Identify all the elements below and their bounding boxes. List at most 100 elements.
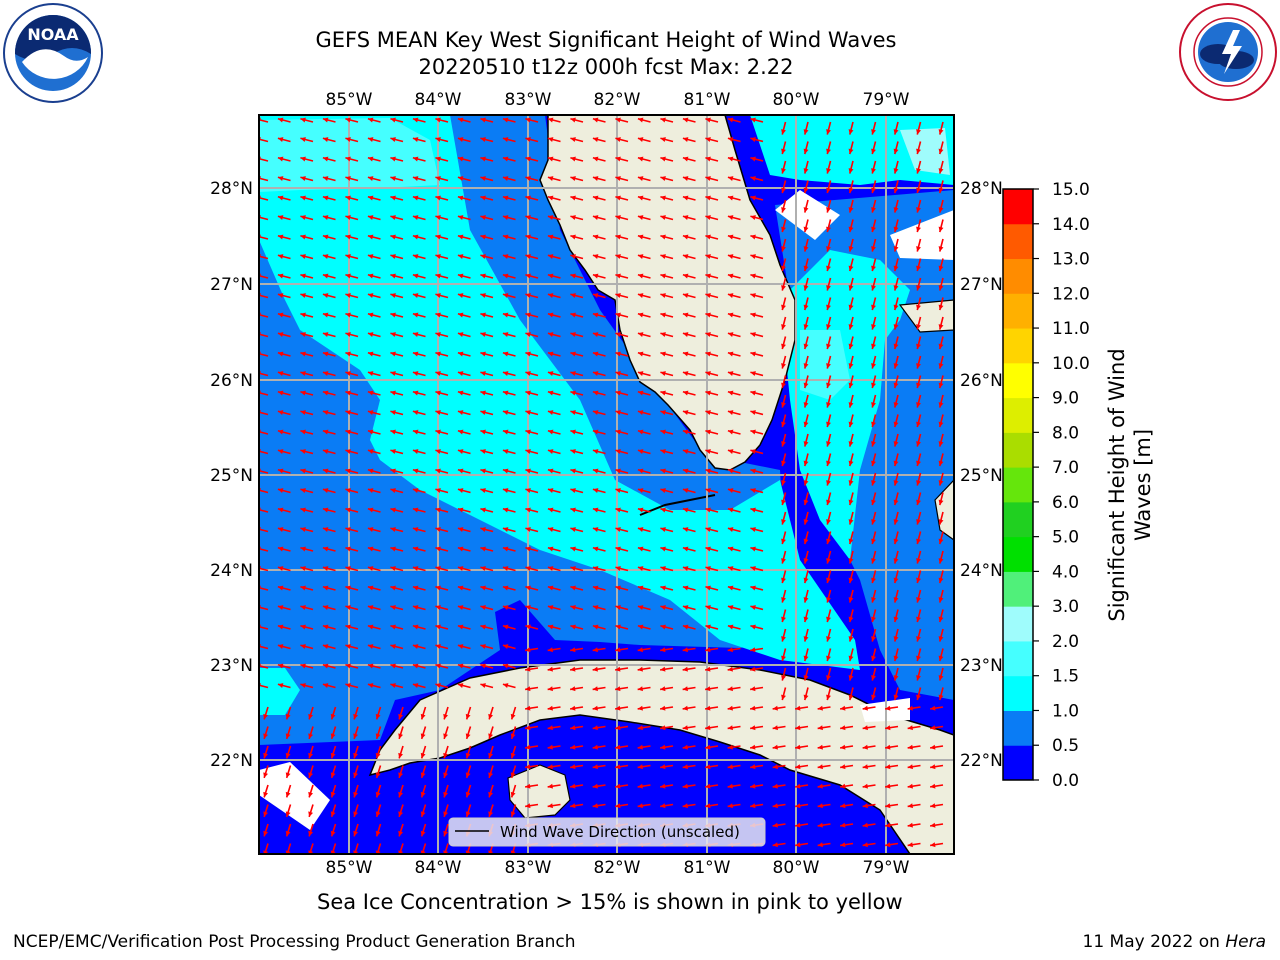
wave-arrow-head (907, 822, 913, 828)
wave-arrow-head (277, 527, 284, 532)
colorbar-tick-label: 2.0 (1052, 632, 1079, 652)
wave-arrow-head (570, 803, 576, 809)
wave-arrow-head (322, 332, 329, 337)
wave-arrow-head (781, 168, 786, 174)
wave-arrow-head (592, 254, 599, 259)
wave-arrow-head (263, 811, 269, 817)
wave-arrow-head (547, 725, 553, 731)
wave-arrow-head (781, 480, 786, 486)
wave-arrow-head (727, 468, 734, 474)
wave-arrow-head (592, 764, 598, 770)
wave-arrow-head (502, 351, 509, 357)
wave-arrow (259, 645, 269, 650)
wave-arrow-head (345, 195, 351, 201)
wave-arrow-head (525, 647, 531, 653)
wave-arrow-head (390, 429, 396, 435)
wave-arrow-head (322, 215, 329, 220)
wave-arrow-head (398, 830, 404, 837)
wave-arrow-head (285, 713, 291, 720)
wave-arrow-head (457, 605, 464, 610)
lon-label-top: 79°W (863, 90, 910, 110)
wave-arrow-head (457, 117, 464, 123)
wave-arrow-head (727, 351, 734, 357)
wave-arrow-head (682, 764, 688, 770)
wave-arrow-head (525, 195, 531, 201)
wave-arrow-head (660, 351, 666, 357)
wave-arrow-head (930, 725, 936, 731)
wave-arrow-head (938, 480, 944, 486)
wave-arrow-head (390, 273, 396, 279)
wave-arrow-head (862, 725, 868, 731)
wave-arrow-head (547, 744, 553, 750)
wave-arrow-head (435, 215, 441, 220)
wave-arrow-head (345, 137, 351, 142)
wave-arrow-head (750, 647, 756, 653)
wave-arrow-head (525, 705, 531, 711)
wave-arrow-head (637, 585, 644, 591)
wave-arrow-head (345, 254, 351, 259)
wave-arrow-head (547, 273, 554, 279)
wave-arrow-head (322, 195, 329, 201)
wave-arrow-head (826, 421, 831, 428)
wave-arrow-head (615, 605, 621, 610)
wave-arrow-head (893, 129, 899, 135)
wave-arrow-head (525, 803, 531, 809)
wave-arrow-head (457, 273, 464, 279)
wave-arrow-head (938, 597, 944, 603)
wave-arrow (259, 177, 269, 182)
wave-arrow-head (322, 644, 329, 649)
wave-arrow-head (893, 558, 899, 564)
wave-arrow-head (300, 429, 306, 435)
wave-arrow-head (480, 566, 486, 571)
wave-arrow-head (390, 390, 396, 396)
map-title: GEFS MEAN Key West Significant Height of… (315, 28, 897, 52)
wave-arrow-head (570, 156, 576, 162)
wave-arrow-head (637, 312, 644, 318)
wave-arrow-head (300, 234, 306, 240)
wave-arrow-head (848, 246, 854, 252)
wave-arrow-head (502, 390, 509, 396)
wave-arrow-head (637, 605, 644, 610)
wave-arrow-head (817, 842, 823, 848)
wave-arrow-head (727, 234, 734, 240)
wave-arrow-head (826, 382, 831, 389)
wave-arrow-head (547, 705, 553, 711)
wave-arrow-head (300, 468, 306, 474)
wave-arrow-head (750, 156, 756, 162)
wave-arrow-head (727, 566, 734, 571)
wave-arrow-head (750, 783, 756, 789)
wave-arrow-head (781, 597, 786, 603)
wave-arrow (259, 372, 269, 377)
wave-arrow-head (435, 507, 441, 513)
wave-arrow-head (488, 791, 494, 798)
wave-arrow-head (848, 168, 854, 174)
wave-arrow-head (907, 725, 913, 731)
wave-arrow-head (637, 293, 644, 298)
wave-arrow-head (592, 527, 599, 532)
colorbar-title: Significant Height of Wind Waves [m] (1105, 348, 1155, 621)
wave-arrow (259, 684, 269, 689)
wave-arrow-head (871, 538, 876, 545)
wave-arrow-head (803, 616, 809, 623)
wave-arrow-head (848, 675, 854, 681)
wave-arrow-head (682, 351, 689, 357)
wave-arrow-head (570, 624, 576, 630)
wave-arrow-head (826, 597, 831, 603)
wave-arrow-head (916, 285, 921, 291)
wave-arrow-head (682, 429, 689, 435)
wave-arrow-head (907, 744, 913, 750)
wave-arrow-head (682, 390, 689, 396)
wave-arrow-head (930, 783, 936, 789)
wave-arrow-head (510, 772, 516, 778)
wave-arrow-head (803, 187, 809, 194)
wave-arrow-head (345, 429, 351, 435)
wave-arrow-head (592, 117, 599, 123)
wave-arrow-head (277, 332, 284, 337)
colorbar-swatch (1003, 640, 1033, 677)
wave-arrow-head (781, 148, 786, 155)
wave-arrow-head (840, 822, 846, 828)
wave-arrow-head (682, 410, 689, 415)
wave-arrow-head (930, 803, 936, 809)
wave-arrow-head (345, 410, 351, 415)
wave-arrow-head (803, 597, 809, 603)
